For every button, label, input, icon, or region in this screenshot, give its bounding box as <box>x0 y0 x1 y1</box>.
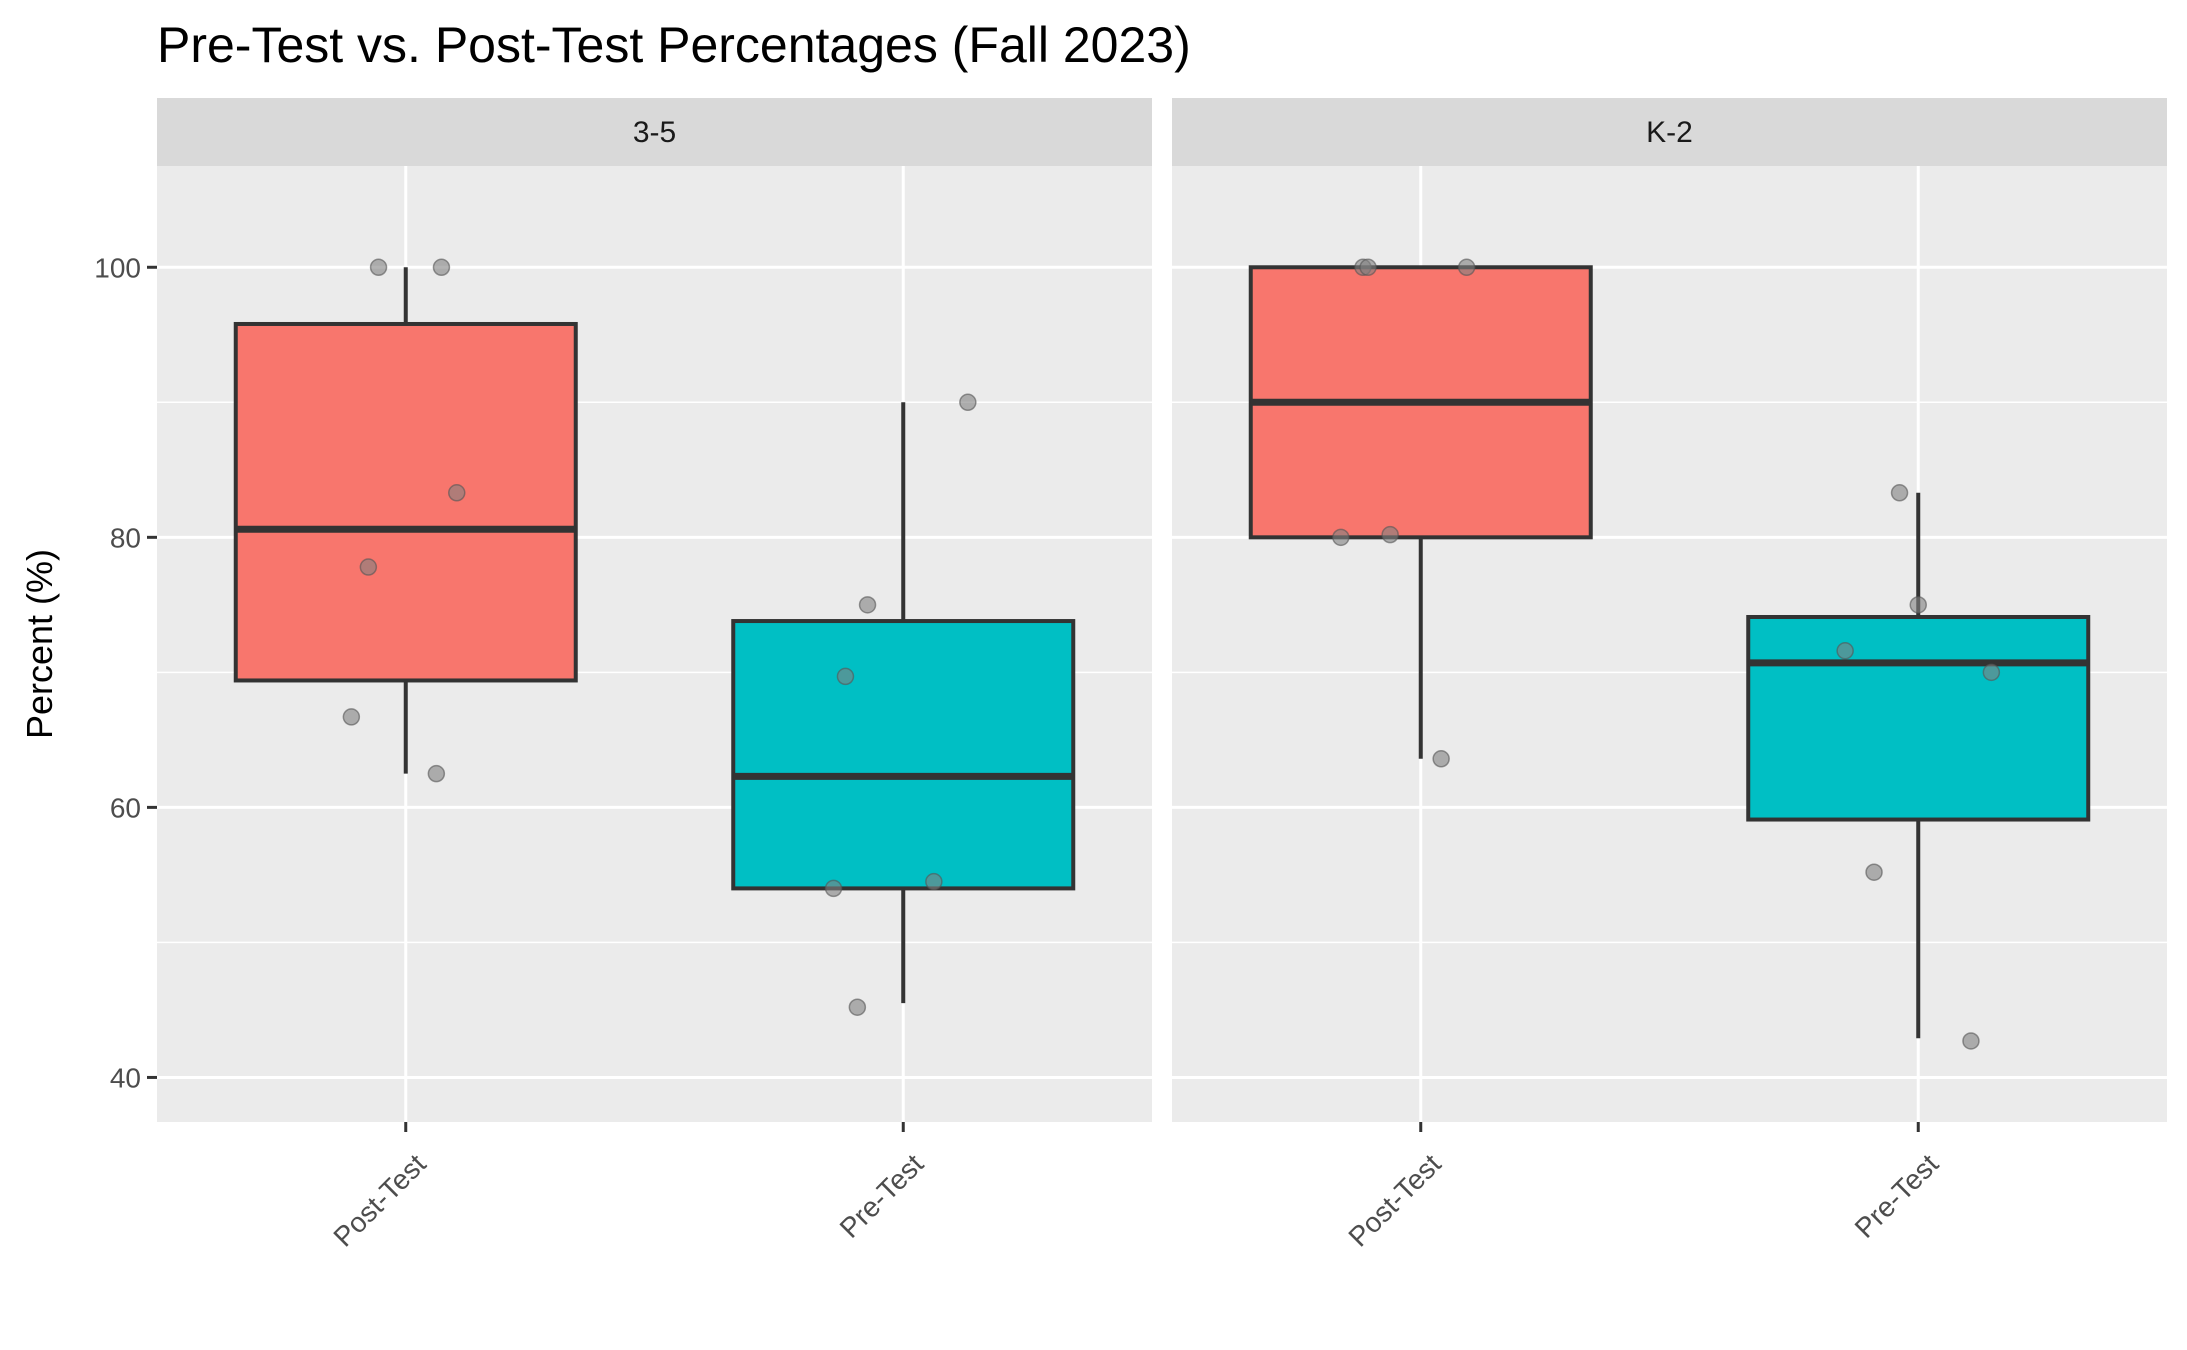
data-point <box>1982 663 2001 682</box>
data-point <box>1457 258 1476 277</box>
data-point <box>848 998 867 1016</box>
y-tick-label: 40 <box>110 1062 141 1093</box>
data-point <box>369 258 388 277</box>
facet-0: 3-5 Post-Test Pre-Test <box>157 98 1152 1253</box>
facet-strip-label: 3-5 <box>633 116 676 149</box>
data-point <box>342 708 361 726</box>
x-tick-label: Post-Test <box>1342 1148 1447 1253</box>
data-point <box>448 484 466 502</box>
data-point <box>1836 642 1854 660</box>
y-tick-label: 100 <box>94 252 141 283</box>
box-post-test <box>233 258 578 783</box>
data-point <box>858 596 877 614</box>
facet-strip <box>157 98 1152 166</box>
x-tick-label: Post-Test <box>327 1148 432 1253</box>
x-tick-label: Pre-Test <box>1849 1148 1945 1244</box>
box-iqr <box>731 619 1076 891</box>
box-post-test <box>1248 258 1593 768</box>
data-point <box>359 558 378 576</box>
data-point <box>427 764 446 783</box>
data-point <box>925 872 943 891</box>
data-point <box>432 258 451 277</box>
chart-title: Pre-Test vs. Post-Test Percentages (Fall… <box>157 17 1191 73</box>
box-iqr <box>1746 614 2091 822</box>
facet-panels: 3-5 Post-Test Pre-Test K-2 Post-Test Pre-Test <box>157 98 2167 1253</box>
box-pre-test <box>731 393 1076 1016</box>
data-point <box>1865 863 1883 881</box>
data-point <box>824 879 843 898</box>
data-point <box>836 667 855 686</box>
y-tick-label: 80 <box>110 522 141 553</box>
data-point <box>1962 1032 1980 1050</box>
x-tick-label: Pre-Test <box>834 1148 930 1244</box>
data-point <box>1381 525 1399 544</box>
data-point <box>1909 596 1927 614</box>
data-point <box>1359 258 1377 277</box>
data-point <box>1432 750 1450 768</box>
facet-1: K-2 Post-Test Pre-Test <box>1172 98 2167 1253</box>
y-axis: 40 60 80 100 <box>94 252 157 1093</box>
box-pre-test <box>1746 484 2091 1050</box>
y-tick-label: 60 <box>110 792 141 823</box>
data-point <box>959 393 977 412</box>
facet-strip <box>1172 98 2167 166</box>
box-iqr <box>233 321 578 683</box>
y-axis-title: Percent (%) <box>19 549 60 739</box>
facet-strip-label: K-2 <box>1646 116 1693 149</box>
data-point <box>1332 528 1350 547</box>
data-point <box>1890 484 1909 502</box>
